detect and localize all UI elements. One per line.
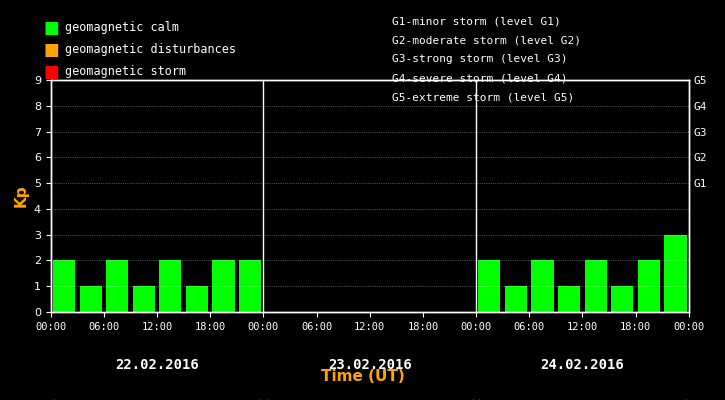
Bar	[80, 286, 102, 312]
Bar	[212, 260, 235, 312]
Text: 22.02.2016: 22.02.2016	[115, 358, 199, 372]
Bar	[133, 286, 155, 312]
Bar	[53, 260, 75, 312]
Text: geomagnetic disturbances: geomagnetic disturbances	[65, 44, 236, 56]
Bar	[160, 260, 181, 312]
Text: geomagnetic storm: geomagnetic storm	[65, 66, 186, 78]
Bar	[478, 260, 500, 312]
Text: G4-severe storm (level G4): G4-severe storm (level G4)	[392, 74, 567, 84]
Text: ■: ■	[44, 41, 59, 59]
Text: 23.02.2016: 23.02.2016	[328, 358, 412, 372]
Bar	[558, 286, 580, 312]
Text: ■: ■	[44, 63, 59, 81]
Bar	[186, 286, 208, 312]
Text: Time (UT): Time (UT)	[320, 369, 405, 384]
Text: G1-minor storm (level G1): G1-minor storm (level G1)	[392, 16, 560, 26]
Y-axis label: Kp: Kp	[13, 185, 28, 207]
Bar	[505, 286, 527, 312]
Bar	[531, 260, 554, 312]
Text: G3-strong storm (level G3): G3-strong storm (level G3)	[392, 54, 567, 64]
Bar	[584, 260, 607, 312]
Text: G2-moderate storm (level G2): G2-moderate storm (level G2)	[392, 35, 581, 45]
Bar	[664, 235, 687, 312]
Bar	[106, 260, 128, 312]
Text: ■: ■	[44, 19, 59, 37]
Text: G5-extreme storm (level G5): G5-extreme storm (level G5)	[392, 93, 573, 103]
Text: 24.02.2016: 24.02.2016	[541, 358, 624, 372]
Bar	[239, 260, 261, 312]
Bar	[611, 286, 634, 312]
Text: geomagnetic calm: geomagnetic calm	[65, 22, 179, 34]
Bar	[638, 260, 660, 312]
